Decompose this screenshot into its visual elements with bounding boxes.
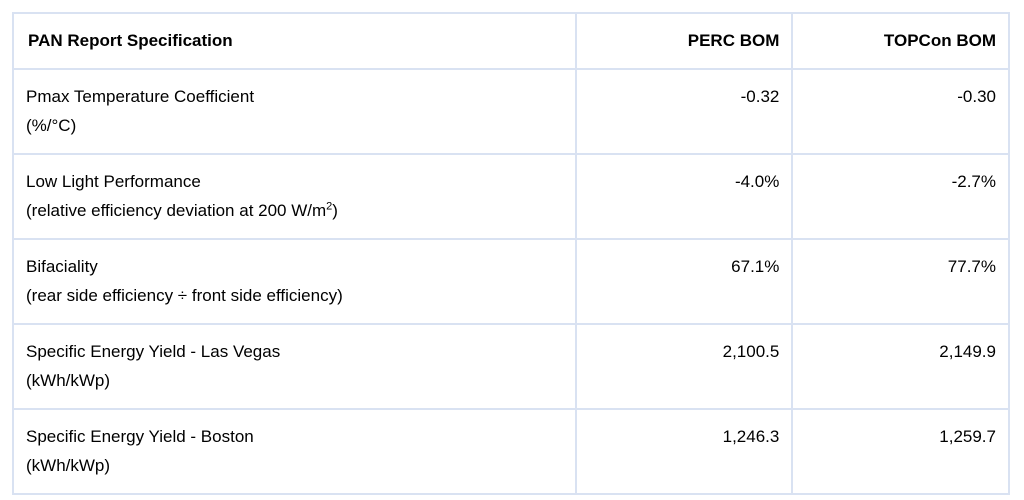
- spec-name: Low Light Performance: [26, 172, 201, 191]
- spec-cell: Pmax Temperature Coefficient (%/°C): [12, 68, 577, 155]
- header-row: PAN Report Specification PERC BOM TOPCon…: [12, 12, 1010, 70]
- perc-bom-value: 1,246.3: [574, 408, 794, 495]
- perc-bom-value: 67.1%: [574, 238, 794, 325]
- spec-detail: (kWh/kWp): [26, 456, 111, 475]
- spec-name: Bifaciality: [26, 257, 98, 276]
- header-cell-perc-bom: PERC BOM: [574, 12, 794, 70]
- spec-cell: Specific Energy Yield - Las Vegas (kWh/k…: [12, 323, 577, 410]
- table-row: Bifaciality (rear side efficiency ÷ fron…: [12, 238, 1010, 325]
- spec-name: Pmax Temperature Coefficient: [26, 87, 255, 106]
- spec-detail: (kWh/kWp): [26, 371, 111, 390]
- perc-bom-value: -4.0%: [574, 153, 794, 240]
- table-row: Specific Energy Yield - Las Vegas (kWh/k…: [12, 323, 1010, 410]
- spec-detail: (%/°C): [26, 116, 77, 135]
- perc-bom-value: 2,100.5: [574, 323, 794, 410]
- spec-cell: Low Light Performance (relative efficien…: [12, 153, 577, 240]
- perc-bom-value: -0.32: [574, 68, 794, 155]
- spec-detail: (relative efficiency deviation at 200 W/…: [26, 200, 338, 220]
- spec-name: Specific Energy Yield - Boston: [26, 427, 254, 446]
- header-cell-spec: PAN Report Specification: [12, 12, 577, 70]
- topcon-bom-value: 1,259.7: [791, 408, 1010, 495]
- topcon-bom-value: -2.7%: [791, 153, 1010, 240]
- topcon-bom-value: 2,149.9: [791, 323, 1010, 410]
- table-row: Low Light Performance (relative efficien…: [12, 153, 1010, 240]
- spec-cell: Bifaciality (rear side efficiency ÷ fron…: [12, 238, 577, 325]
- table-row: Pmax Temperature Coefficient (%/°C) -0.3…: [12, 68, 1010, 155]
- spec-detail: (rear side efficiency ÷ front side effic…: [26, 286, 343, 305]
- spec-name: Specific Energy Yield - Las Vegas: [26, 342, 281, 361]
- topcon-bom-value: 77.7%: [791, 238, 1010, 325]
- pan-report-table: PAN Report Specification PERC BOM TOPCon…: [12, 12, 1010, 495]
- spec-cell: Specific Energy Yield - Boston (kWh/kWp): [12, 408, 577, 495]
- table-row: Specific Energy Yield - Boston (kWh/kWp)…: [12, 408, 1010, 495]
- header-cell-topcon-bom: TOPCon BOM: [791, 12, 1010, 70]
- topcon-bom-value: -0.30: [791, 68, 1010, 155]
